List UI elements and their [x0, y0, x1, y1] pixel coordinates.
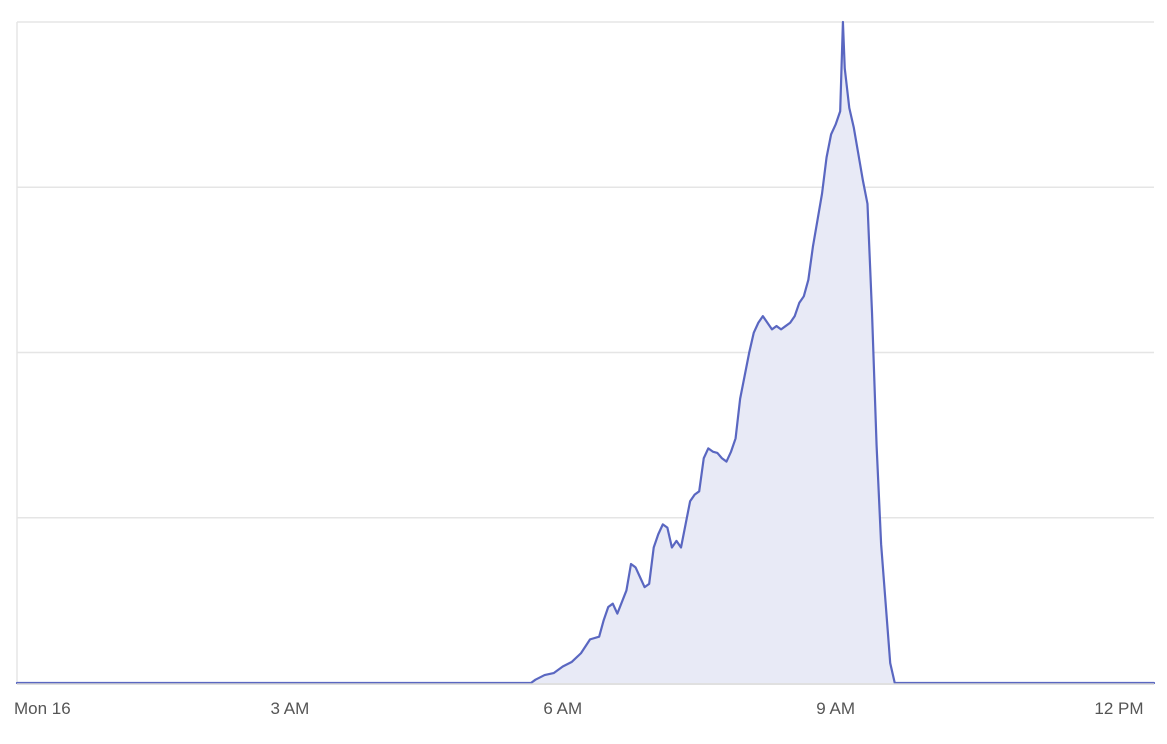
x-axis: Mon 16 3 AM 6 AM 9 AM 12 PM	[14, 683, 1154, 718]
x-tick-label: 6 AM	[543, 699, 582, 718]
x-tick-label: 9 AM	[816, 699, 855, 718]
x-tick-label: 3 AM	[271, 699, 310, 718]
series-line	[15, 20, 1156, 685]
x-tick-label: 12 PM	[1094, 699, 1143, 718]
x-tick-label: Mon 16	[14, 699, 71, 718]
grid-layer	[16, 21, 1154, 683]
series-layer	[15, 20, 1156, 685]
series-area-fill	[17, 22, 1154, 683]
